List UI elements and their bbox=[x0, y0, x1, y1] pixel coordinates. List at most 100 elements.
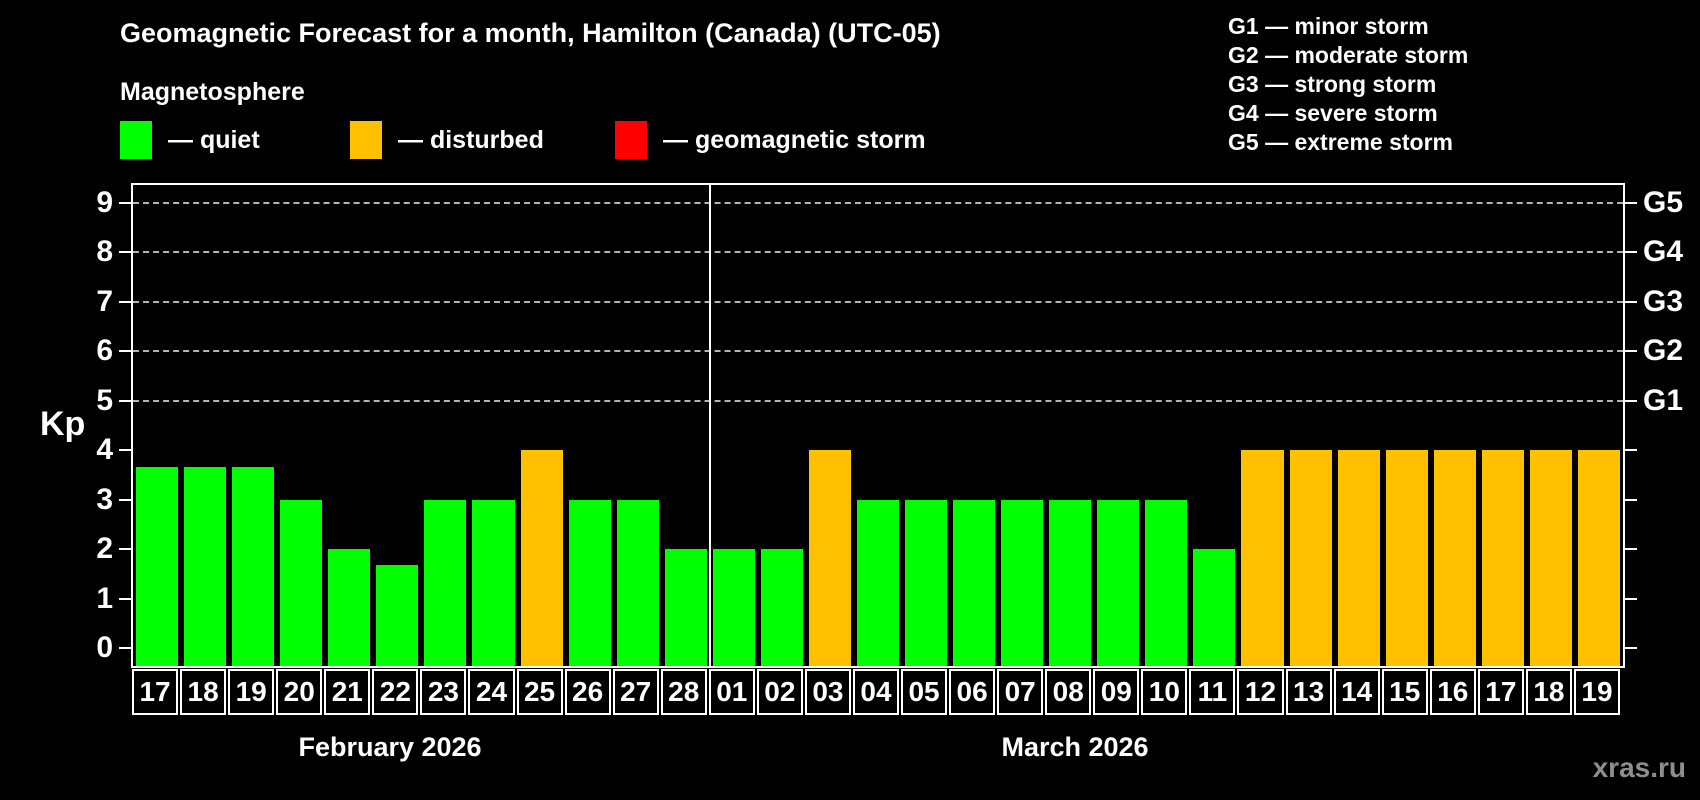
legend-label-quiet: — quiet bbox=[168, 125, 260, 154]
month-label-2: March 2026 bbox=[1001, 732, 1149, 762]
kp-bar-day-17 bbox=[136, 466, 179, 666]
legend-item-storm: — geomagnetic storm bbox=[615, 120, 926, 160]
left-y-tick-7 bbox=[119, 300, 131, 303]
legend-item-quiet: — quiet bbox=[120, 120, 260, 160]
y-tick-label-5: 5 bbox=[96, 383, 113, 417]
legend-label-storm: — geomagnetic storm bbox=[663, 125, 926, 154]
storm-scale-line-g4: G4 — severe storm bbox=[1228, 100, 1438, 126]
g-axis-label-g2: G2 bbox=[1643, 334, 1684, 368]
left-y-tick-6 bbox=[119, 350, 131, 353]
left-y-tick-2 bbox=[119, 548, 131, 551]
day-cell-28: 28 bbox=[660, 669, 707, 715]
day-cell-06: 06 bbox=[949, 669, 996, 715]
day-cell-19: 19 bbox=[1573, 669, 1620, 715]
g-axis-label-g1: G1 bbox=[1643, 383, 1684, 417]
kp-bar-day-22 bbox=[376, 565, 419, 666]
right-y-tick-3 bbox=[1625, 498, 1637, 501]
plot-area bbox=[131, 183, 1625, 668]
kp-bar-day-25 bbox=[520, 450, 563, 666]
day-cell-17: 17 bbox=[1477, 669, 1524, 715]
y-tick-label-8: 8 bbox=[96, 235, 113, 269]
day-cell-16: 16 bbox=[1429, 669, 1476, 715]
legend-item-disturbed: — disturbed bbox=[350, 120, 544, 160]
left-y-tick-9 bbox=[119, 202, 131, 204]
y-axis-title: Kp bbox=[40, 405, 86, 443]
month-label-1: February 2026 bbox=[298, 732, 482, 762]
day-cell-25: 25 bbox=[516, 669, 563, 715]
kp-bar-day-09 bbox=[1097, 499, 1140, 666]
day-cell-21: 21 bbox=[324, 669, 371, 715]
kp-bar-day-13 bbox=[1289, 450, 1332, 666]
day-cell-03: 03 bbox=[804, 669, 851, 715]
kp-bar-day-28 bbox=[664, 549, 707, 666]
kp-bar-day-24 bbox=[472, 499, 515, 666]
right-y-tick-0 bbox=[1625, 647, 1637, 649]
y-tick-label-7: 7 bbox=[96, 284, 113, 318]
day-cell-10: 10 bbox=[1141, 669, 1188, 715]
kp-bar-day-05 bbox=[905, 499, 948, 666]
right-y-tick-2 bbox=[1625, 548, 1637, 551]
day-cell-23: 23 bbox=[420, 669, 467, 715]
kp-bar-day-27 bbox=[616, 499, 659, 666]
y-tick-label-3: 3 bbox=[96, 482, 113, 516]
legend-swatch-disturbed bbox=[350, 121, 382, 159]
day-cell-26: 26 bbox=[564, 669, 611, 715]
day-cell-18: 18 bbox=[180, 669, 227, 715]
kp-bar-day-17 bbox=[1481, 450, 1524, 666]
day-cell-14: 14 bbox=[1333, 669, 1380, 715]
y-tick-label-1: 1 bbox=[96, 581, 113, 615]
kp-bar-day-07 bbox=[1001, 499, 1044, 666]
left-y-tick-5 bbox=[119, 399, 131, 402]
right-y-tick-5 bbox=[1625, 399, 1637, 402]
y-tick-label-0: 0 bbox=[96, 631, 113, 664]
y-tick-label-9: 9 bbox=[96, 186, 113, 219]
right-y-tick-8 bbox=[1625, 251, 1637, 254]
y-tick-label-4: 4 bbox=[96, 433, 113, 467]
day-cell-27: 27 bbox=[612, 669, 659, 715]
kp-bar-day-12 bbox=[1241, 450, 1284, 666]
kp-bar-day-16 bbox=[1433, 450, 1476, 666]
legend-heading: Magnetosphere bbox=[120, 78, 305, 106]
day-cell-20: 20 bbox=[276, 669, 323, 715]
kp-bar-day-18 bbox=[1529, 450, 1572, 666]
gridline-kp6 bbox=[133, 350, 1623, 353]
day-cell-09: 09 bbox=[1093, 669, 1140, 715]
day-cell-22: 22 bbox=[372, 669, 419, 715]
gridline-kp9 bbox=[133, 202, 1623, 204]
g-axis-label-g4: G4 bbox=[1643, 235, 1684, 269]
kp-bar-day-23 bbox=[424, 499, 467, 666]
day-cell-07: 07 bbox=[997, 669, 1044, 715]
day-cell-02: 02 bbox=[756, 669, 803, 715]
day-cell-13: 13 bbox=[1285, 669, 1332, 715]
kp-bar-day-20 bbox=[280, 499, 323, 666]
day-cell-05: 05 bbox=[901, 669, 948, 715]
legend-label-disturbed: — disturbed bbox=[398, 125, 544, 154]
day-cell-11: 11 bbox=[1189, 669, 1236, 715]
g-axis-label-g5: G5 bbox=[1643, 186, 1684, 219]
kp-bar-day-26 bbox=[568, 499, 611, 666]
kp-bar-day-04 bbox=[856, 499, 900, 666]
page-title: Geomagnetic Forecast for a month, Hamilt… bbox=[120, 18, 941, 48]
month-separator bbox=[708, 185, 711, 666]
legend-swatch-quiet bbox=[120, 121, 152, 159]
left-y-tick-4 bbox=[119, 449, 131, 452]
legend-swatch-storm bbox=[615, 121, 647, 159]
kp-bar-day-15 bbox=[1385, 450, 1428, 666]
day-cell-08: 08 bbox=[1045, 669, 1092, 715]
left-y-tick-1 bbox=[119, 597, 131, 600]
y-tick-label-6: 6 bbox=[96, 334, 113, 368]
day-cell-17: 17 bbox=[132, 669, 179, 715]
day-cell-04: 04 bbox=[852, 669, 900, 715]
right-y-tick-9 bbox=[1625, 202, 1637, 204]
kp-bar-day-10 bbox=[1145, 499, 1188, 666]
y-tick-label-2: 2 bbox=[96, 532, 113, 566]
right-y-tick-6 bbox=[1625, 350, 1637, 353]
storm-scale-legend: G1 — minor storm G2 — moderate storm G3 — … bbox=[1228, 12, 1468, 157]
kp-bar-day-03 bbox=[808, 450, 851, 666]
left-y-tick-0 bbox=[119, 647, 131, 649]
storm-scale-line-g3: G3 — strong storm bbox=[1228, 71, 1437, 97]
kp-bar-day-02 bbox=[760, 549, 803, 666]
right-y-tick-7 bbox=[1625, 300, 1637, 303]
kp-bar-day-01 bbox=[712, 549, 755, 666]
